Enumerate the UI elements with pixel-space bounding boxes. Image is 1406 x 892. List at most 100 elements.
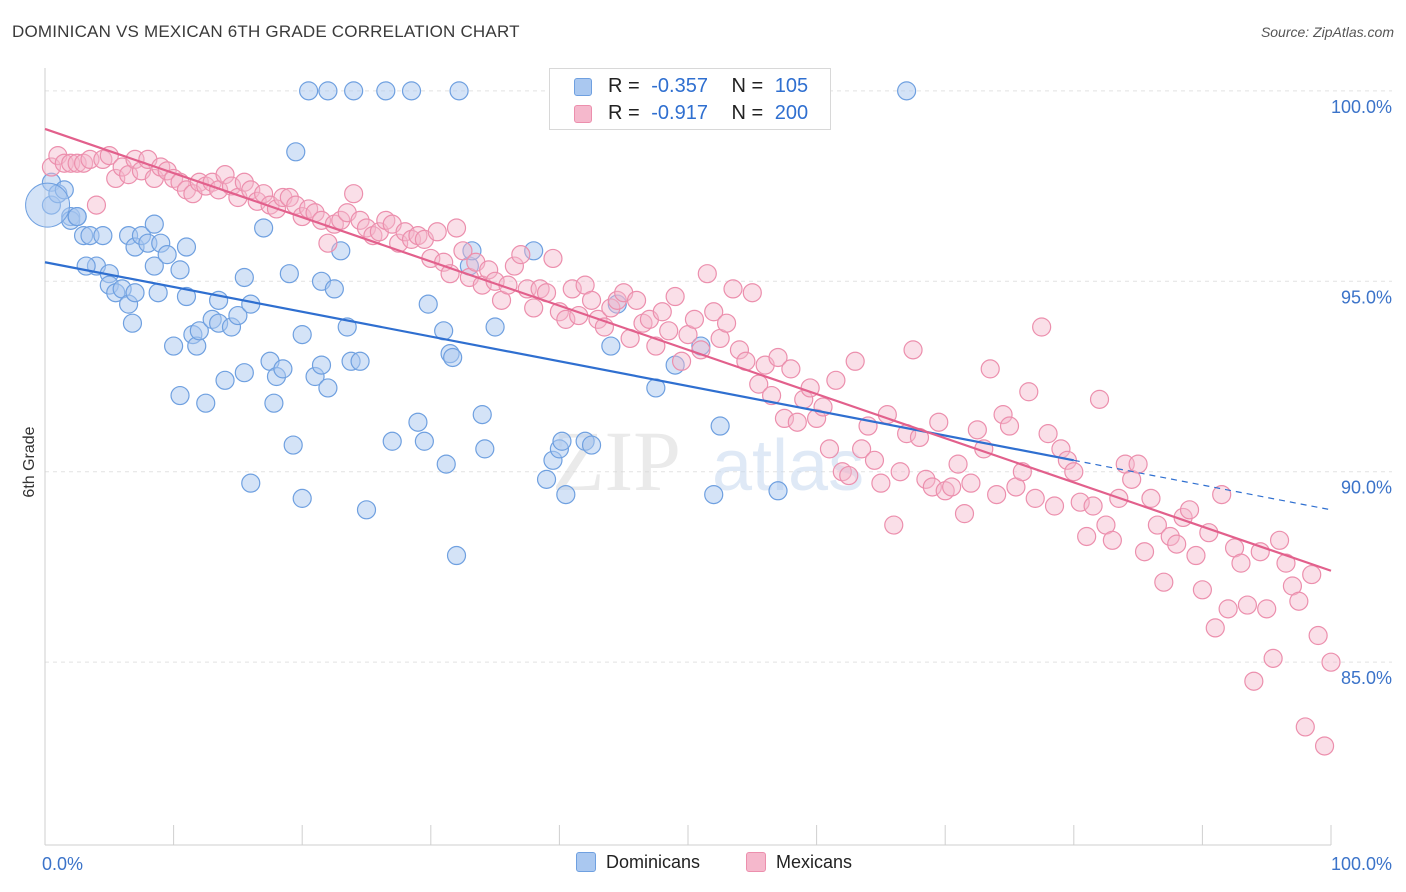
mexican-point [742, 283, 762, 303]
y-tick-label: 90.0% [1341, 478, 1392, 498]
mexican-points [41, 146, 1341, 756]
mexican-point [980, 359, 1000, 379]
mexican-point [665, 286, 685, 307]
mexican-point [1269, 530, 1290, 550]
mexican-point [1205, 618, 1225, 638]
grid-lines [45, 90, 1392, 663]
legend-r-label: R = [608, 102, 640, 124]
x-tick-label: 100.0% [1331, 854, 1392, 874]
mexican-point [562, 279, 582, 299]
mexican-point [1134, 542, 1155, 562]
dominican-point [449, 81, 469, 101]
dominican-point [170, 260, 190, 280]
mexican-point [954, 504, 975, 524]
legend-r-value: -0.917 [651, 102, 708, 124]
mexican-point [344, 184, 364, 204]
mexican-point [819, 439, 840, 459]
dominican-point [299, 81, 319, 101]
dominican-trend-line [44, 261, 1075, 462]
mexican-point [279, 187, 299, 208]
mexican-point [1212, 484, 1232, 505]
mexican-point [787, 412, 807, 432]
mexican-point [427, 222, 447, 242]
mexican-point [1032, 317, 1052, 337]
dominican-point [144, 256, 164, 276]
dominican-point [524, 241, 544, 261]
mexican-point [1141, 488, 1161, 508]
mexican-point [1321, 652, 1341, 672]
dominican-point [324, 279, 344, 299]
dominican-point [144, 214, 164, 234]
y-tick-label: 95.0% [1341, 287, 1392, 307]
source-label: Source: ZipAtlas.com [1260, 24, 1394, 40]
dominican-point [122, 313, 143, 333]
mexican-point [524, 298, 544, 318]
mexican-point [504, 256, 524, 276]
mexican-trend-line [44, 127, 1332, 572]
dominican-point [414, 431, 434, 451]
mexican-point [1025, 488, 1045, 508]
dominican-point [292, 488, 312, 508]
mexican-point [1314, 736, 1335, 756]
y-axis-label: 6th Grade [21, 426, 38, 497]
dominican-point [25, 182, 71, 228]
mexican-point [543, 248, 563, 269]
dominican-point [264, 393, 284, 413]
mexican-point [1128, 454, 1148, 474]
mexican-point [864, 450, 885, 470]
mexican-point [1218, 599, 1238, 619]
mexican-point [1257, 599, 1277, 619]
dominican-point [376, 81, 396, 101]
mexican-point [1147, 515, 1167, 535]
mexican-point [704, 302, 724, 322]
dominican-point [273, 359, 293, 379]
mexican-point [723, 279, 743, 299]
dominican-point [401, 81, 422, 101]
mexican-point [556, 309, 576, 329]
mexican-point [961, 473, 981, 493]
mexican-point [1302, 564, 1322, 585]
dominican-point [436, 454, 456, 474]
mexican-point [1295, 717, 1315, 737]
dominican-point [228, 305, 248, 326]
dominican-point [170, 385, 190, 406]
mexican-point [453, 241, 473, 261]
dominican-point [536, 469, 557, 489]
mexican-point [716, 313, 737, 333]
dominican-point [418, 294, 438, 314]
mexican-point [1083, 496, 1103, 516]
dominican-point [176, 237, 197, 257]
mexican-point [659, 321, 679, 341]
bottom-legend-label: Dominicans [606, 852, 701, 872]
mexican-point [626, 290, 647, 310]
y-tick-label: 85.0% [1341, 668, 1392, 688]
mexican-point [652, 302, 672, 322]
mexican-point [1077, 526, 1097, 547]
dominican-point [337, 317, 357, 337]
dominican-point [93, 225, 113, 246]
mexican-point [1154, 572, 1174, 592]
watermark: ZIP atlas [552, 413, 864, 509]
dominican-point [196, 393, 216, 413]
mexican-point [839, 465, 859, 486]
dominican-point [443, 347, 463, 368]
mexican-point [350, 210, 370, 230]
mexican-point [86, 195, 107, 215]
legend-swatch-mexicans [574, 105, 592, 123]
mexican-point [948, 454, 968, 474]
mexican-point [318, 233, 338, 253]
dominican-point [279, 264, 299, 284]
legend-n-value: 105 [774, 75, 809, 97]
mexican-point [967, 420, 987, 440]
dominican-point [485, 317, 505, 337]
mexican-point [331, 210, 351, 230]
dominican-point [125, 283, 145, 303]
chart-title: DOMINICAN VS MEXICAN 6TH GRADE CORRELATI… [12, 22, 520, 41]
bottom-legend-mexicans: Mexicans [746, 852, 852, 873]
bottom-legend-dominicans: Dominicans [576, 852, 700, 873]
mexican-point [1038, 424, 1058, 444]
dominican-point [292, 325, 312, 345]
mexican-point [1167, 534, 1187, 554]
dominican-point [581, 435, 602, 455]
dominican-point [768, 481, 788, 501]
